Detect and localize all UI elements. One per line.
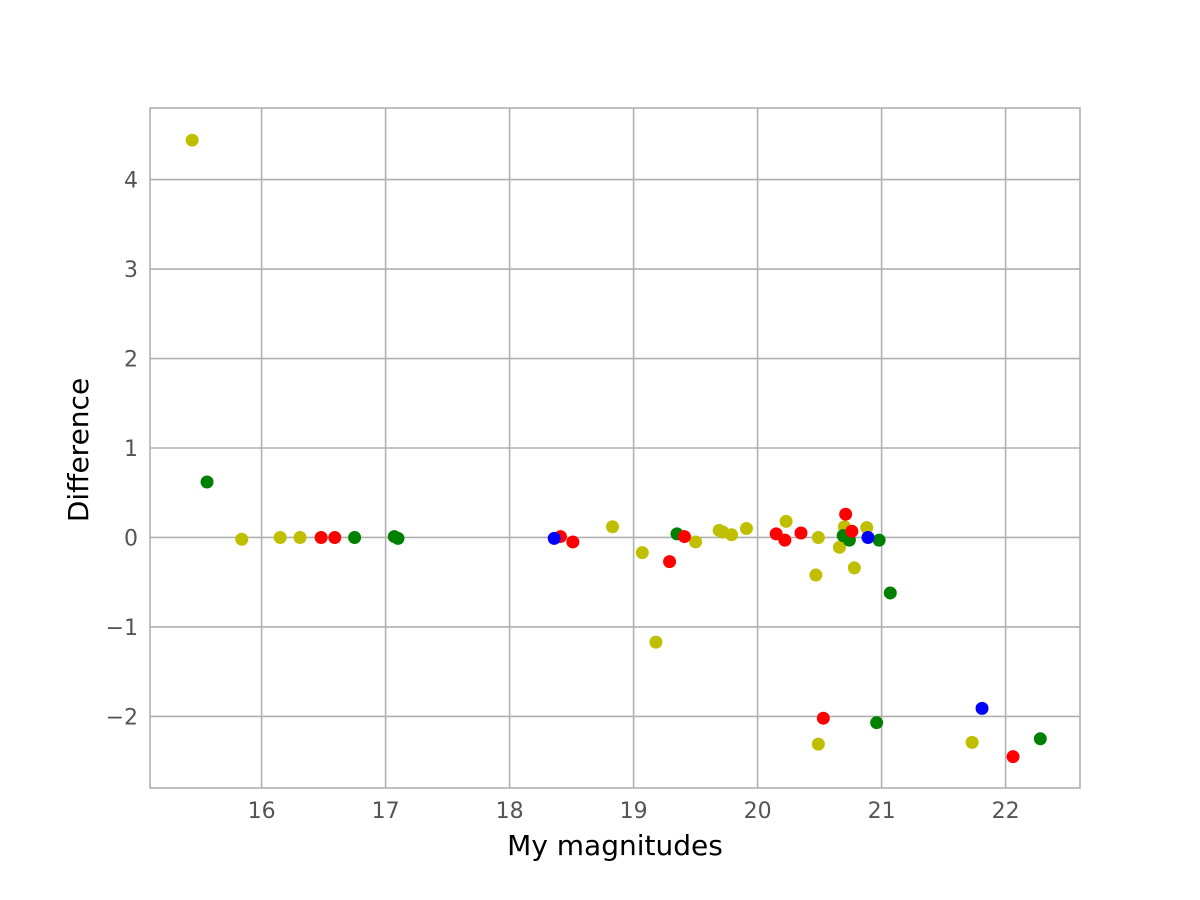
data-point	[200, 475, 214, 489]
y-tick-label: 1	[124, 437, 138, 462]
y-tick-label: 0	[124, 526, 138, 551]
data-point	[566, 535, 580, 549]
data-point	[235, 532, 249, 546]
data-point	[872, 533, 886, 547]
x-tick-labels: 16 17 18 19 20 21 22	[248, 799, 1020, 824]
data-point	[663, 555, 677, 569]
x-tick-label: 20	[744, 799, 772, 824]
data-point	[739, 522, 753, 536]
data-point	[883, 586, 897, 600]
data-point	[649, 635, 663, 649]
plot-frame	[149, 107, 1081, 789]
y-tick-label: −1	[106, 616, 138, 641]
data-point	[794, 526, 808, 540]
y-tick-labels: −2 −1 0 1 2 3 4	[106, 169, 138, 731]
data-point	[328, 530, 342, 544]
data-point	[314, 530, 328, 544]
data-point	[293, 530, 307, 544]
data-point	[811, 530, 825, 544]
data-point	[689, 535, 703, 549]
data-point	[811, 737, 825, 751]
x-tick-label: 16	[248, 799, 276, 824]
x-tick-label: 21	[868, 799, 896, 824]
data-point	[809, 568, 823, 582]
data-point	[725, 528, 739, 542]
data-point	[391, 531, 405, 545]
x-axis-label: My magnitudes	[507, 829, 723, 862]
data-point	[273, 530, 287, 544]
y-tick-label: 3	[124, 258, 138, 283]
data-point	[677, 530, 691, 544]
data-point	[606, 520, 620, 534]
data-point	[1006, 750, 1020, 764]
data-point	[635, 546, 649, 560]
x-tick-label: 17	[372, 799, 400, 824]
data-point	[845, 524, 859, 538]
data-points	[185, 133, 1047, 764]
data-point	[839, 507, 853, 521]
y-tick-label: 4	[124, 169, 138, 194]
data-point	[847, 561, 861, 575]
data-point	[185, 133, 199, 147]
data-point	[348, 530, 362, 544]
x-tick-label: 22	[992, 799, 1020, 824]
y-tick-label: 2	[124, 348, 138, 373]
y-axis-label: Difference	[62, 378, 95, 522]
data-point	[832, 540, 846, 554]
data-point	[1033, 732, 1047, 746]
data-point	[861, 530, 875, 544]
data-point	[965, 735, 979, 749]
data-point	[870, 716, 884, 730]
data-point	[860, 521, 874, 535]
y-tick-label: −2	[106, 705, 138, 730]
data-point	[816, 711, 830, 725]
x-tick-label: 19	[620, 799, 648, 824]
data-point	[975, 701, 989, 715]
grid-lines	[150, 108, 1080, 788]
data-point	[778, 533, 792, 547]
data-point	[547, 531, 561, 545]
x-tick-label: 18	[496, 799, 524, 824]
data-point	[779, 514, 793, 528]
